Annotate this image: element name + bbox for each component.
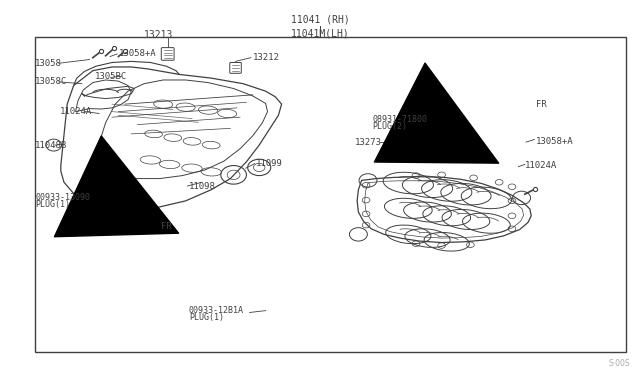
Text: 13058+A: 13058+A <box>536 137 574 146</box>
Text: 13058C: 13058C <box>35 77 67 86</box>
Text: 00933-12B1A: 00933-12B1A <box>189 306 244 315</box>
Text: 11048B: 11048B <box>35 141 67 150</box>
Text: 08931-71800: 08931-71800 <box>372 115 428 124</box>
Text: 00933-13090: 00933-13090 <box>35 193 90 202</box>
Text: 13213: 13213 <box>144 31 173 40</box>
Text: S·00S: S·00S <box>609 359 630 368</box>
Text: 13273: 13273 <box>355 138 382 147</box>
Text: 11024A: 11024A <box>60 107 92 116</box>
Text: FR: FR <box>536 100 547 109</box>
Text: 1305BC: 1305BC <box>95 72 127 81</box>
Text: PLUG(1): PLUG(1) <box>35 200 70 209</box>
Text: 13212: 13212 <box>253 53 280 62</box>
Text: PLUG(2): PLUG(2) <box>372 122 408 131</box>
Text: FR: FR <box>161 222 172 231</box>
Text: 11099: 11099 <box>256 159 283 168</box>
Text: PLUG(1): PLUG(1) <box>189 313 224 322</box>
Text: 13058+A: 13058+A <box>118 49 156 58</box>
Text: 13058: 13058 <box>35 59 62 68</box>
Bar <box>35 37 626 352</box>
Text: 11041 (RH)
11041M(LH): 11041 (RH) 11041M(LH) <box>291 15 349 38</box>
Text: 11098: 11098 <box>189 182 216 190</box>
Text: 11024A: 11024A <box>525 161 557 170</box>
